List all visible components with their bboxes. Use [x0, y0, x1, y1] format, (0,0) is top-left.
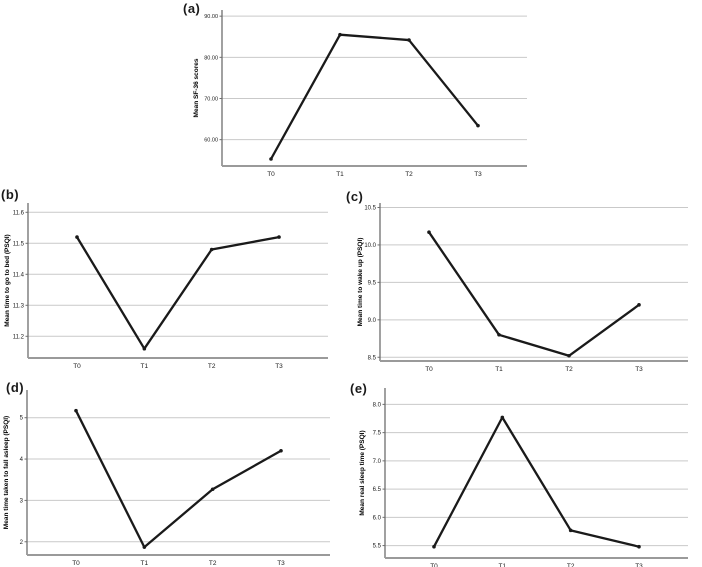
- y-tick-label: 3: [20, 498, 24, 504]
- data-point: [637, 303, 641, 307]
- y-tick-label: 90.00: [204, 14, 218, 20]
- data-point: [568, 528, 573, 533]
- x-tick-label: T3: [474, 171, 482, 178]
- data-point: [567, 353, 571, 358]
- y-tick-label: 10.0: [364, 243, 376, 249]
- y-axis-title: Mean SF-36 scores: [193, 58, 200, 117]
- data-point: [142, 545, 147, 549]
- y-tick-label: 70.00: [204, 96, 218, 102]
- data-point: [427, 230, 431, 235]
- y-tick-label: 8.0: [373, 402, 382, 408]
- x-tick-label: T0: [425, 366, 433, 373]
- y-axis-title: Mean real sleep time (PSQI): [359, 430, 366, 515]
- chart-b-go-to-bed-line-chart: 11.2 11.3 11.4 11.5 11.6 T0 T1 T2 T3 Mean time to…: [4, 203, 328, 370]
- data-point: [407, 38, 411, 42]
- data-point: [279, 448, 283, 453]
- y-tick-label: 10.5: [364, 205, 376, 211]
- data-point: [75, 235, 79, 239]
- data-line: [427, 231, 641, 357]
- data-point: [269, 157, 273, 161]
- data-line: [74, 409, 283, 549]
- data-point: [637, 544, 641, 549]
- y-tick-label: 7.5: [373, 431, 382, 437]
- y-tick-label: 60.00: [204, 138, 218, 144]
- x-tick-label: T1: [499, 563, 507, 567]
- y-tick-label: 80.00: [204, 55, 218, 61]
- x-tick-label: T2: [209, 560, 217, 567]
- panel-label-e: (e): [350, 381, 368, 396]
- x-tick-label: T2: [567, 563, 575, 567]
- y-tick-label: 9.5: [368, 280, 377, 286]
- x-tick-label: T0: [430, 563, 438, 567]
- y-tick-label: 6.0: [373, 515, 382, 521]
- y-axis-title: Mean time to go to bed (PSQI): [4, 234, 11, 326]
- data-point: [476, 123, 480, 128]
- panel-label-a: (a): [183, 1, 201, 16]
- data-point: [432, 544, 436, 549]
- data-point: [500, 415, 505, 420]
- x-tick-label: T1: [336, 171, 344, 178]
- x-tick-label: T3: [635, 366, 643, 373]
- y-tick-label: 7.0: [373, 459, 382, 465]
- y-tick-label: 8.5: [368, 355, 377, 361]
- y-tick-label: 5.5: [373, 544, 382, 550]
- y-tick-label: 11.2: [13, 334, 25, 340]
- x-tick-label: T0: [73, 363, 81, 370]
- data-point: [209, 247, 214, 252]
- data-line: [75, 235, 281, 350]
- y-tick-label: 5: [20, 416, 24, 422]
- y-tick-label: 9.0: [368, 318, 377, 324]
- x-tick-label: T1: [141, 560, 149, 567]
- chart-e-sleep-time-line-chart: 5.5 6.0 6.5 7.0 7.5 8.0 T0 T1 T2 T3 Mean real slee…: [359, 388, 688, 567]
- x-tick-label: T3: [635, 563, 643, 567]
- data-point: [338, 32, 342, 37]
- y-tick-label: 2: [20, 540, 24, 546]
- x-tick-label: T1: [141, 363, 149, 370]
- chart-c-wake-up-line-chart: 8.5 9.0 9.5 10.0 10.5 T0 T1 T2 T3 Mean time to wa…: [357, 203, 688, 373]
- data-point: [497, 332, 501, 337]
- y-tick-label: 11.4: [13, 272, 25, 278]
- y-tick-label: 11.6: [13, 210, 25, 216]
- chart-d-fall-asleep-line-chart: 2 3 4 5 T0 T1 T2 T3 Mean time taken to fall asle…: [3, 390, 330, 567]
- data-line: [269, 33, 480, 161]
- y-tick-label: 6.5: [373, 487, 382, 493]
- x-tick-label: T2: [565, 366, 573, 373]
- data-line: [432, 416, 641, 548]
- data-point: [210, 487, 215, 492]
- y-tick-label: 11.5: [13, 241, 25, 247]
- data-point: [74, 408, 78, 413]
- x-tick-label: T0: [267, 171, 275, 178]
- data-point: [277, 235, 281, 239]
- y-tick-label: 4: [20, 457, 24, 463]
- y-axis-title: Mean time to wake up (PSQI): [357, 238, 364, 327]
- data-point: [142, 346, 147, 351]
- y-tick-label: 11.3: [13, 303, 25, 309]
- x-tick-label: T1: [495, 366, 503, 373]
- panel-label-c: (c): [346, 189, 364, 204]
- y-axis-title: Mean time taken to fall asleep (PSQI): [3, 416, 10, 529]
- x-tick-label: T3: [277, 560, 285, 567]
- chart-a-sf36-line-chart: 60.00 70.00 80.00 90.00 T0 T1 T2 T3 Mean SF-36 s…: [193, 10, 527, 178]
- x-tick-label: T2: [208, 363, 216, 370]
- x-tick-label: T2: [405, 171, 413, 178]
- x-tick-label: T0: [72, 560, 80, 567]
- panel-label-b: (b): [1, 187, 20, 202]
- panel-label-d: (d): [6, 380, 25, 395]
- x-tick-label: T3: [275, 363, 283, 370]
